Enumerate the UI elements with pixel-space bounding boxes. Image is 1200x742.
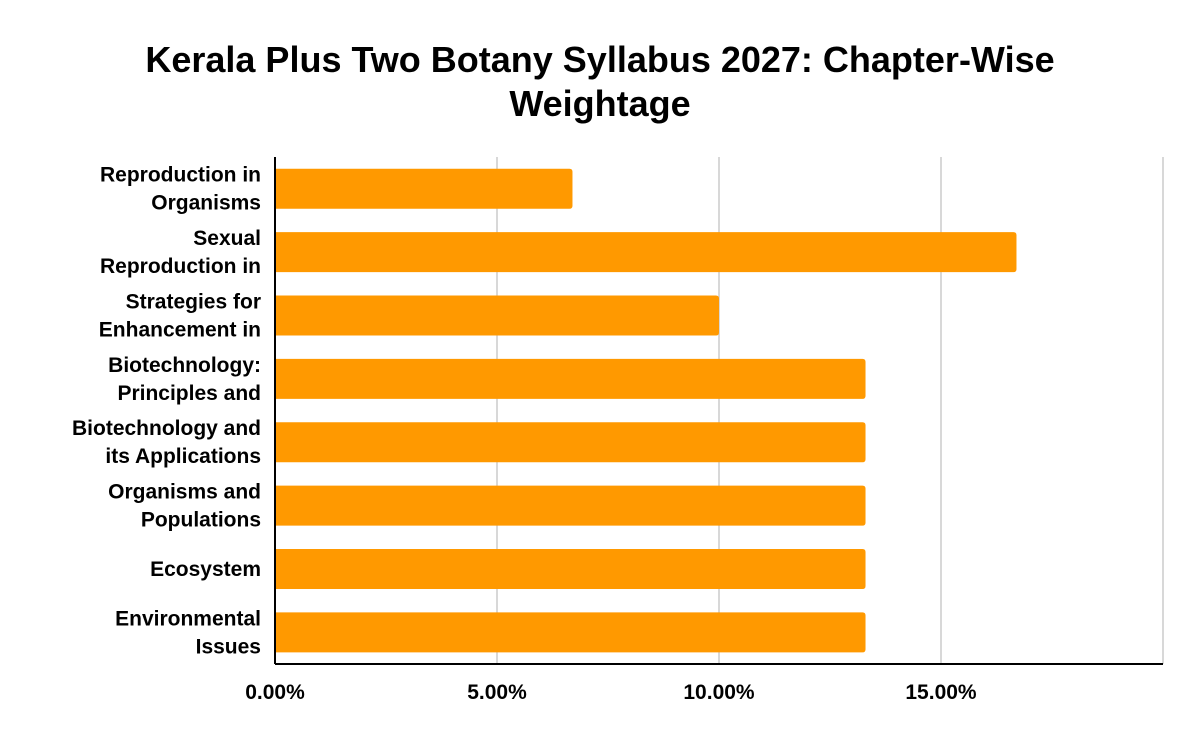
category-label: Sexual: [193, 227, 261, 250]
category-label: Ecosystem: [150, 558, 261, 581]
x-tick-label: 10.00%: [683, 681, 755, 704]
bar: [275, 485, 866, 526]
bar: [275, 232, 1017, 273]
bar: [275, 295, 719, 336]
category-label: Biotechnology:: [108, 354, 261, 377]
chart-title: Kerala Plus Two Botany Syllabus 2027: Ch…: [145, 39, 1055, 124]
x-tick-label: 15.00%: [905, 681, 977, 704]
x-tick-label: 5.00%: [467, 681, 527, 704]
bar-layer: [275, 168, 1017, 653]
axis-layer: [274, 157, 1163, 665]
category-label: Principles and: [117, 382, 261, 405]
category-label: Organisms and: [108, 481, 261, 504]
bar: [275, 548, 866, 589]
category-label: Reproduction in: [100, 255, 261, 278]
label-layer: 0.00% 5.00% 10.00% 15.00% Reproduction in Org…: [72, 164, 977, 704]
bar: [275, 422, 866, 463]
bar: [275, 358, 866, 399]
x-tick-label: 0.00%: [245, 681, 305, 704]
bar: [275, 612, 866, 653]
bar: [275, 168, 573, 209]
category-label: Organisms: [151, 192, 261, 215]
category-label: Biotechnology and: [72, 417, 261, 440]
category-label: Issues: [196, 635, 261, 658]
category-label: Enhancement in: [99, 318, 261, 341]
category-label: its Applications: [105, 445, 261, 468]
category-label: Reproduction in: [100, 164, 261, 187]
category-label: Populations: [141, 509, 261, 532]
category-label: Strategies for: [126, 290, 261, 313]
category-label: Environmental: [115, 607, 261, 630]
